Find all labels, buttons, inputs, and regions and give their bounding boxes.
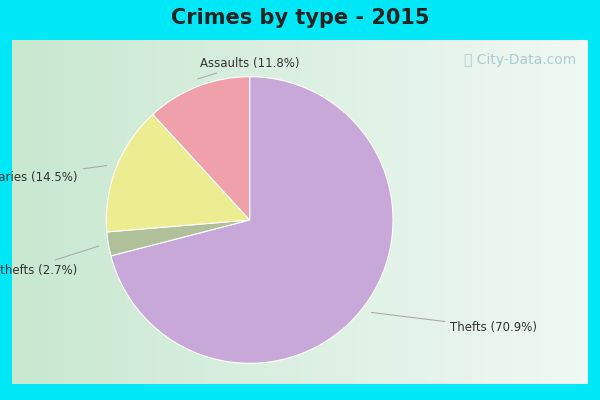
Text: ⓘ City-Data.com: ⓘ City-Data.com: [464, 53, 576, 67]
Text: Assaults (11.8%): Assaults (11.8%): [198, 56, 299, 79]
Wedge shape: [106, 114, 250, 232]
Text: Thefts (70.9%): Thefts (70.9%): [371, 312, 538, 334]
Wedge shape: [111, 77, 393, 363]
Wedge shape: [107, 220, 250, 256]
Text: Crimes by type - 2015: Crimes by type - 2015: [171, 8, 429, 28]
Wedge shape: [153, 77, 250, 220]
Text: Auto thefts (2.7%): Auto thefts (2.7%): [0, 246, 98, 277]
Text: Burglaries (14.5%): Burglaries (14.5%): [0, 166, 107, 184]
